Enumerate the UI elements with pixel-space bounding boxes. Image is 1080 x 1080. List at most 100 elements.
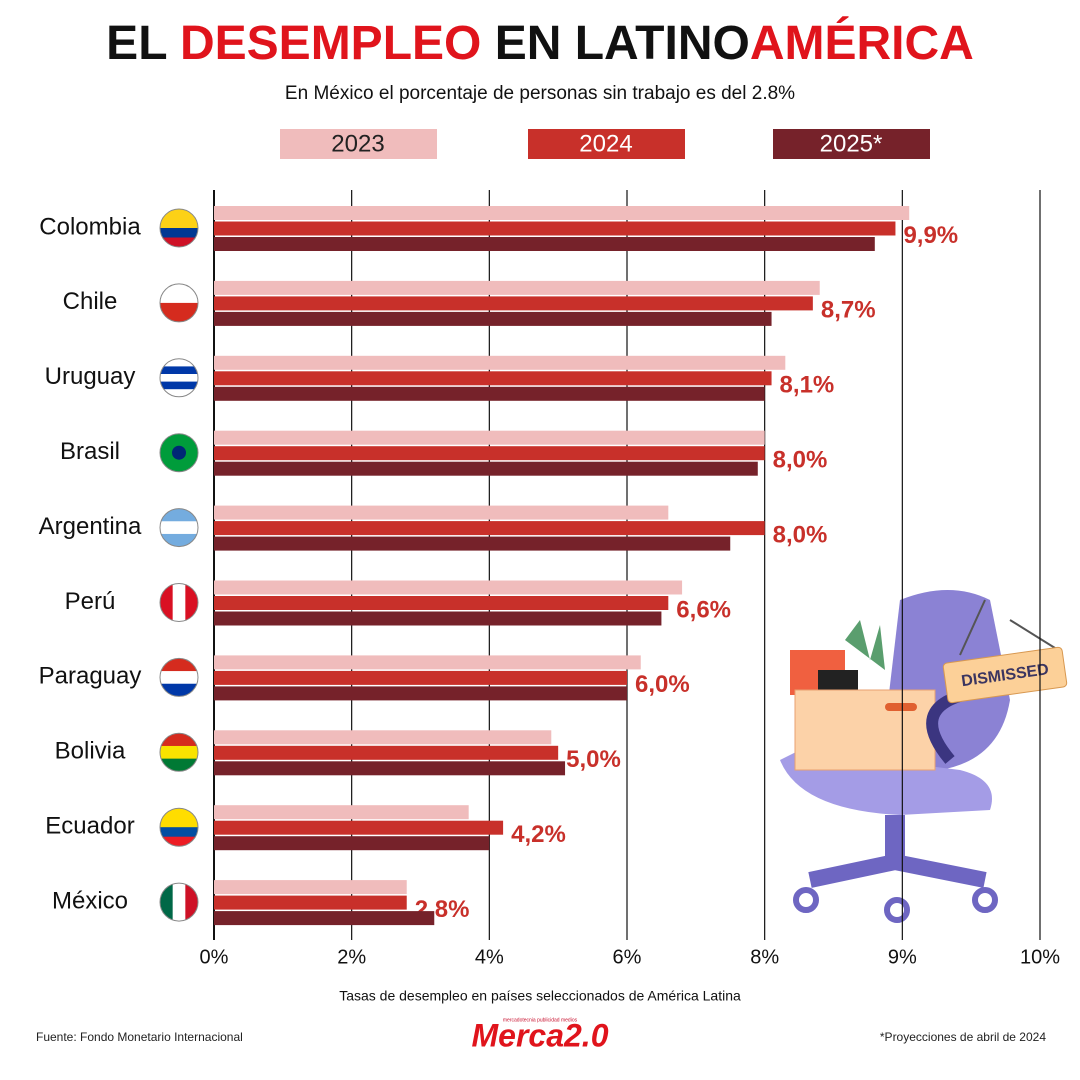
flag <box>160 433 198 472</box>
subtitle: En México el porcentaje de personas sin … <box>285 83 795 104</box>
flag-rim <box>159 583 199 622</box>
category-label: Perú <box>65 588 116 615</box>
flag-stripe <box>160 533 198 547</box>
bar <box>214 536 731 551</box>
category-label: Argentina <box>39 513 142 540</box>
flag-stripe <box>160 827 198 838</box>
flag-stripe <box>160 671 198 685</box>
logo: Merca2.0 <box>472 1017 609 1053</box>
value-label: 6,0% <box>635 671 690 698</box>
x-tick-label: 0% <box>200 946 229 968</box>
illustration: DISMISSED <box>780 590 1068 923</box>
bar <box>214 761 566 776</box>
bar <box>214 237 875 251</box>
chair-wheel <box>884 897 910 923</box>
value-label: 6,6% <box>676 596 731 623</box>
legend-label: 2023 <box>331 130 384 157</box>
flag <box>160 658 198 697</box>
flag-stripe <box>160 836 198 847</box>
box <box>794 689 936 771</box>
x-axis-label: Tasas de desempleo en países seleccionad… <box>339 988 741 1004</box>
logo-tagline: mercadotecnia publicidad medios <box>503 1017 578 1023</box>
value-label: 8,0% <box>773 447 828 474</box>
bar <box>214 670 627 685</box>
value-label: 5,0% <box>566 746 621 773</box>
category-label: Uruguay <box>45 363 136 390</box>
sign <box>942 646 1068 704</box>
category-label: Paraguay <box>39 663 142 690</box>
flag-stripe <box>185 883 198 922</box>
sign-string <box>959 599 986 656</box>
legend-swatch <box>280 129 437 159</box>
flag-stripe <box>160 683 198 697</box>
plant <box>845 620 885 670</box>
bar <box>214 296 813 311</box>
sign-string <box>1009 619 1056 649</box>
bar <box>214 521 765 536</box>
flag <box>160 733 198 772</box>
bar <box>214 280 820 295</box>
box-handle <box>885 703 917 711</box>
title-part: EN LATINO <box>495 17 750 70</box>
flag-stripe <box>160 508 198 522</box>
value-label: 8,0% <box>773 521 828 548</box>
flag-rim <box>159 882 199 922</box>
flag <box>160 358 198 397</box>
bar <box>214 805 469 820</box>
bar <box>214 596 669 610</box>
value-label: 4,2% <box>511 821 566 848</box>
flag-stripe <box>160 808 198 828</box>
category-label: México <box>52 887 128 914</box>
flag-stripe <box>160 283 198 304</box>
category-label: Bolivia <box>55 738 126 765</box>
x-tick-label: 2% <box>337 946 366 968</box>
flag-stripe <box>160 521 198 535</box>
chair-base <box>808 853 987 888</box>
flag-rim <box>159 358 199 398</box>
title-part: EL <box>106 17 166 70</box>
category-label: Brasil <box>60 438 120 465</box>
bar <box>214 371 772 386</box>
bar <box>214 446 765 461</box>
bar <box>214 745 559 760</box>
flag <box>160 283 198 322</box>
flag-rim <box>159 433 199 473</box>
bar <box>214 580 683 595</box>
flag-stripe <box>160 658 198 672</box>
bar <box>214 836 490 851</box>
legend-swatch <box>773 129 930 159</box>
category-label: Chile <box>63 288 118 315</box>
bar <box>214 206 910 220</box>
flag-stripe <box>160 366 198 375</box>
x-tick-label: 10% <box>1020 946 1060 968</box>
flag-rim <box>159 807 199 847</box>
bar <box>214 820 504 835</box>
bar <box>214 880 407 895</box>
x-tick-label: 4% <box>475 946 504 968</box>
category-label: Colombia <box>39 213 141 240</box>
flag-stripe <box>160 374 198 383</box>
flag-detail <box>172 445 186 460</box>
flag-stripe <box>160 237 198 247</box>
value-label: 9,9% <box>903 222 958 249</box>
flag-stripe <box>160 758 198 772</box>
flag-stripe <box>160 883 174 922</box>
bar <box>214 430 765 445</box>
x-tick-label: 9% <box>888 946 917 968</box>
flag <box>160 583 198 622</box>
flag-stripe <box>160 389 198 397</box>
flag-stripe <box>172 883 186 922</box>
flag <box>160 883 198 922</box>
chair-wheel <box>793 887 819 913</box>
flag-rim <box>159 208 199 248</box>
bar <box>214 386 765 401</box>
flag-rim <box>159 283 199 323</box>
chair-post <box>885 815 905 865</box>
title-part: AMÉRICA <box>750 16 974 70</box>
legend-label: 2025* <box>820 130 883 157</box>
flag-stripe <box>160 745 198 760</box>
bar <box>214 911 435 926</box>
flag-stripe <box>160 381 198 390</box>
bar <box>214 505 669 520</box>
